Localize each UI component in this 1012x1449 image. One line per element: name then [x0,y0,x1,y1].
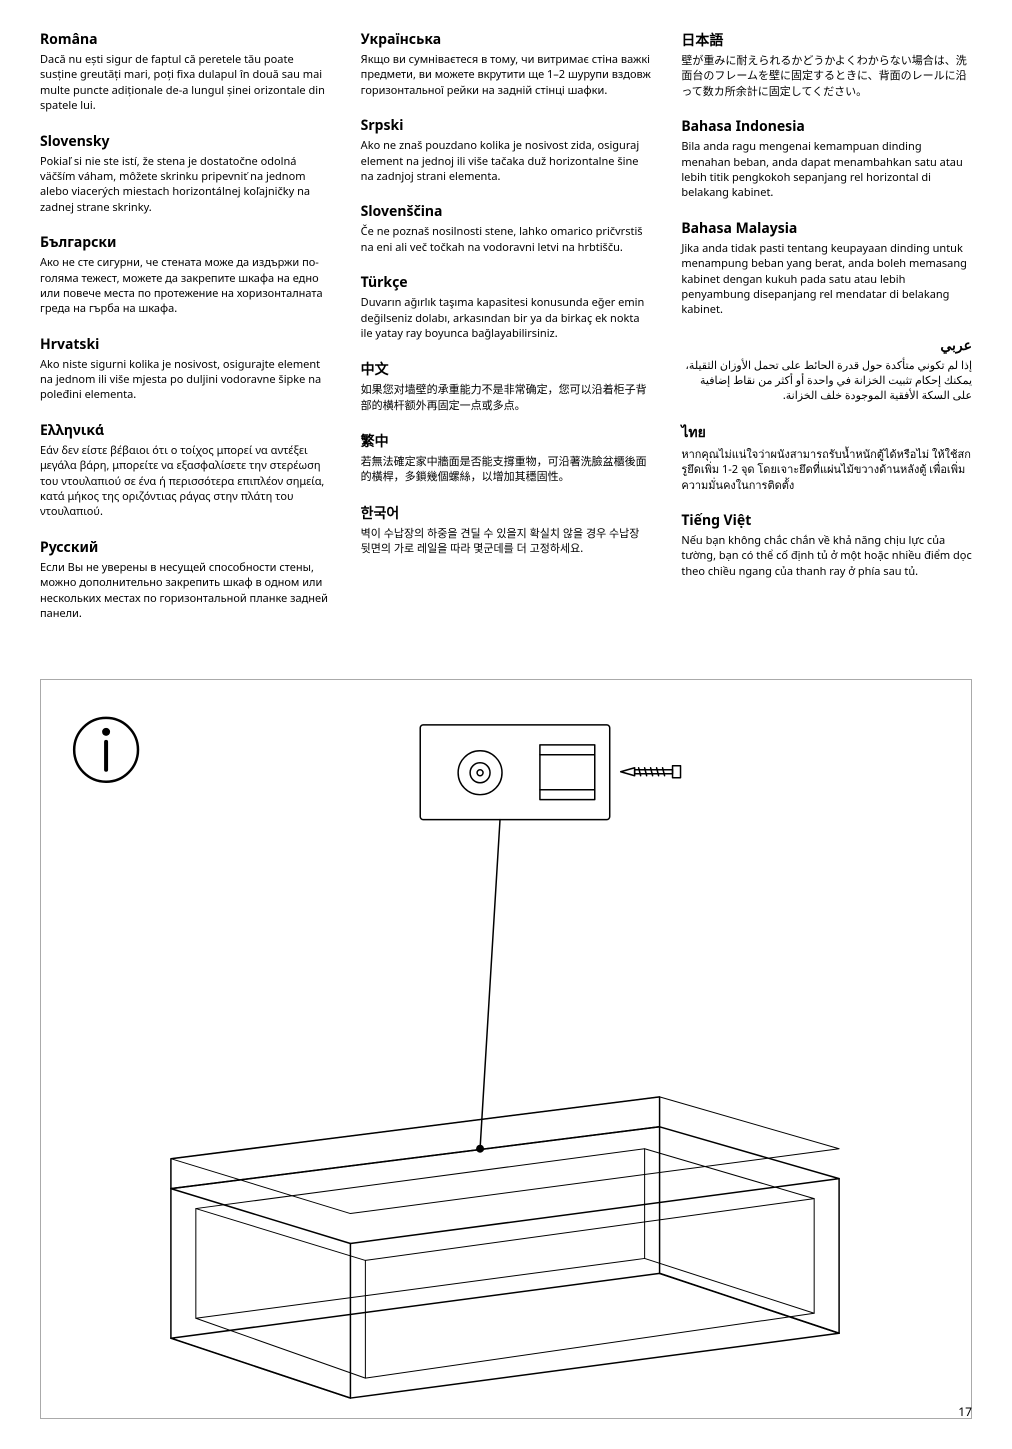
lang-text: หากคุณไม่แน่ใจว่าผนังสามารถรับน้ำหนักตู้… [681,447,972,493]
lang-block: Tiếng Việt Nếu bạn không chắc chắn về khả… [681,511,972,579]
lang-text: 壁が重みに耐えられるかどうかよくわからない場合は、洗面台のフレームを壁に固定する… [681,53,972,99]
lang-block: Ελληνικά Εάν δεν είστε βέβαιοι ότι ο τοίχ… [40,421,331,520]
lang-title: Українська [361,30,652,49]
lang-block: Türkçe Duvarın ağırlık taşıma kapasitesi … [361,273,652,341]
lang-title: عربي [681,336,972,355]
lang-text: 如果您对墙壁的承重能力不是非常确定，您可以沿着柜子背部的横杆额外再固定一点或多点… [361,382,652,413]
language-columns: Româna Dacă nu ești sigur de faptul că pe… [40,30,972,639]
lang-text: Ako niste sigurni kolika je nosivost, os… [40,357,331,403]
lang-title: Türkçe [361,273,652,292]
column-1: Româna Dacă nu ești sigur de faptul că pe… [40,30,331,639]
lang-block: Slovenščina Če ne poznaš nosilnosti stene… [361,202,652,255]
lang-text: إذا لم تكوني متأكدة حول قدرة الحائط على … [681,358,972,404]
lang-title: Bahasa Indonesia [681,117,972,136]
lang-title: Bahasa Malaysia [681,219,972,238]
lang-block: 繁中若無法確定家中牆面是否能支撐重物，可沿著洗臉盆櫃後面的橫桿，多鎖幾個螺絲，以… [361,431,652,485]
lang-text: Ако не сте сигурни, че стената може да и… [40,255,331,317]
lang-text: Duvarın ağırlık taşıma kapasitesi konusu… [361,295,652,341]
lang-text: Якщо ви сумніваєтеся в тому, чи витримає… [361,52,652,98]
lang-block: ไทยหากคุณไม่แน่ใจว่าผนังสามารถรับน้ำหนัก… [681,422,972,493]
lang-title: Ελληνικά [40,421,331,440]
lang-text: Nếu bạn không chắc chắn về khả năng chịu… [681,533,972,579]
lang-text: Jika anda tidak pasti tentang keupayaan … [681,241,972,318]
lang-block: Hrvatski Ako niste sigurni kolika je nosi… [40,335,331,403]
lang-text: Если Вы не уверены в несущей способности… [40,560,331,622]
lang-block: Bahasa Malaysia Jika anda tidak pasti ten… [681,219,972,318]
lang-text: 벽이 수납장의 하중을 견딜 수 있을지 확실치 않을 경우 수납장 뒷면의 가… [361,526,652,557]
lang-block: 한국어벽이 수납장의 하중을 견딜 수 있을지 확실치 않을 경우 수납장 뒷면… [361,503,652,557]
lang-text: Ako ne znaš pouzdano kolika je nosivost … [361,138,652,184]
lang-text: Če ne poznaš nosilnosti stene, lahko oma… [361,224,652,255]
lang-title: ไทย [681,422,972,444]
lang-text: Dacă nu ești sigur de faptul că peretele… [40,52,331,114]
lang-block: 日本語壁が重みに耐えられるかどうかよくわからない場合は、洗面台のフレームを壁に固… [681,30,972,99]
lang-block: عربي إذا لم تكوني متأكدة حول قدرة الحائط … [681,336,972,404]
column-2: Українська Якщо ви сумніваєтеся в тому, ч… [361,30,652,639]
lang-block: Українська Якщо ви сумніваєтеся в тому, ч… [361,30,652,98]
lang-title: Tiếng Việt [681,511,972,530]
lang-text: 若無法確定家中牆面是否能支撐重物，可沿著洗臉盆櫃後面的橫桿，多鎖幾個螺絲，以增加… [361,454,652,485]
lang-title: Româna [40,30,331,49]
lang-title: Srpski [361,116,652,135]
page-number: 17 [958,1403,972,1420]
lang-title: Slovensky [40,132,331,151]
lang-block: Русский Если Вы не уверены в несущей спос… [40,538,331,622]
column-3: 日本語壁が重みに耐えられるかどうかよくわからない場合は、洗面台のフレームを壁に固… [681,30,972,639]
lang-block: Bahasa Indonesia Bila anda ragu mengenai … [681,117,972,201]
lang-block: Româna Dacă nu ești sigur de faptul că pe… [40,30,331,114]
lang-title: Русский [40,538,331,557]
lang-text: Pokiaľ si nie ste istí, že stena je dost… [40,154,331,216]
lang-title: 한국어 [361,503,652,523]
lang-block: 中文如果您对墙壁的承重能力不是非常确定，您可以沿着柜子背部的横杆额外再固定一点或… [361,359,652,413]
lang-block: Български Ако не сте сигурни, че стената … [40,233,331,317]
lang-block: Srpski Ako ne znaš pouzdano kolika je nos… [361,116,652,184]
lang-title: 繁中 [361,431,652,451]
lang-block: Slovensky Pokiaľ si nie ste istí, že sten… [40,132,331,216]
assembly-illustration [40,679,972,1419]
lang-text: Εάν δεν είστε βέβαιοι ότι ο τοίχος μπορε… [40,443,331,520]
lang-title: Slovenščina [361,202,652,221]
lang-title: 中文 [361,359,652,379]
lang-title: 日本語 [681,30,972,50]
lang-title: Hrvatski [40,335,331,354]
lang-text: Bila anda ragu mengenai kemampuan dindin… [681,139,972,201]
lang-title: Български [40,233,331,252]
